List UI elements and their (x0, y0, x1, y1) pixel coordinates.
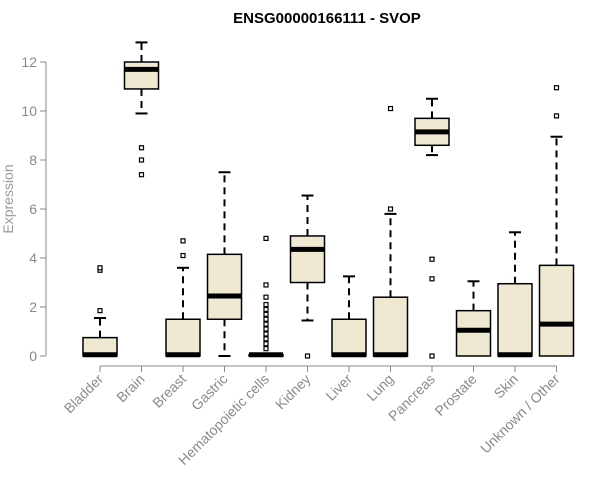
y-tick-label: 10 (21, 103, 37, 119)
outlier-point (180, 238, 186, 244)
outlier-point (138, 157, 145, 163)
box-series (82, 41, 575, 359)
outlier-point (429, 353, 435, 359)
chart-title: ENSG00000166111 - SVOP (233, 10, 421, 27)
y-tick-label: 8 (29, 152, 37, 168)
box-iqr (538, 264, 575, 357)
box-iqr (372, 296, 409, 357)
box-bladder (82, 265, 118, 358)
outlier-point (97, 265, 103, 271)
outlier-point (138, 172, 145, 178)
box-iqr (206, 253, 243, 320)
box-iqr (455, 309, 492, 357)
x-category-label: Kidney (272, 371, 314, 413)
y-tick-label: 6 (29, 201, 37, 217)
box-breast (165, 238, 201, 358)
box-kidney (289, 194, 326, 359)
outlier-point (429, 256, 435, 262)
outlier-point (553, 85, 560, 91)
outlier-point (263, 341, 269, 347)
outlier-point (263, 346, 269, 352)
y-tick-label: 0 (29, 348, 37, 364)
x-category-label: Skin (491, 371, 522, 402)
y-tick-label: 2 (29, 299, 37, 315)
outlier-point (263, 331, 269, 337)
outlier-point (263, 336, 269, 342)
box-hematopoietic-cells (248, 235, 284, 358)
box-gastric (206, 171, 243, 357)
outlier-point (180, 252, 186, 259)
outlier-point (263, 294, 269, 300)
y-axis: 0 2 4 6 8 10 12 (21, 54, 47, 364)
x-category-label: Lung (363, 371, 396, 404)
outlier-point (304, 353, 311, 359)
box-iqr (123, 61, 160, 90)
x-category-label: Bladder (61, 371, 107, 417)
x-category-label: Prostate (431, 371, 479, 419)
box-brain (123, 41, 160, 178)
box-prostate (455, 280, 492, 357)
outlier-point (263, 326, 269, 332)
outlier-point (263, 321, 269, 327)
y-tick-label: 4 (29, 250, 37, 266)
outlier-point (263, 282, 269, 288)
outlier-point (553, 113, 560, 119)
y-axis-title: Expression (0, 164, 16, 233)
x-category-label: Unknown / Other (477, 371, 563, 457)
outlier-point (263, 235, 269, 241)
box-lung (372, 105, 409, 358)
outlier-point (429, 276, 435, 282)
box-unknown-other (538, 85, 575, 357)
box-pancreas (414, 97, 450, 359)
box-iqr (497, 282, 533, 357)
x-category-label: Breast (149, 371, 189, 411)
outlier-point (387, 206, 394, 212)
box-skin (497, 231, 533, 358)
outlier-point (263, 316, 269, 322)
outlier-point (263, 311, 269, 317)
outlier-point (138, 145, 145, 151)
box-liver (331, 275, 367, 358)
box-iqr (331, 318, 367, 357)
y-tick-label: 12 (21, 54, 37, 70)
outlier-point (387, 105, 394, 112)
outlier-point (97, 308, 103, 314)
box-iqr (165, 318, 201, 357)
x-category-label: Liver (322, 371, 355, 404)
outlier-point (263, 301, 269, 308)
x-category-label: Brain (113, 371, 147, 405)
box-iqr (289, 235, 326, 284)
outlier-point (263, 306, 269, 313)
